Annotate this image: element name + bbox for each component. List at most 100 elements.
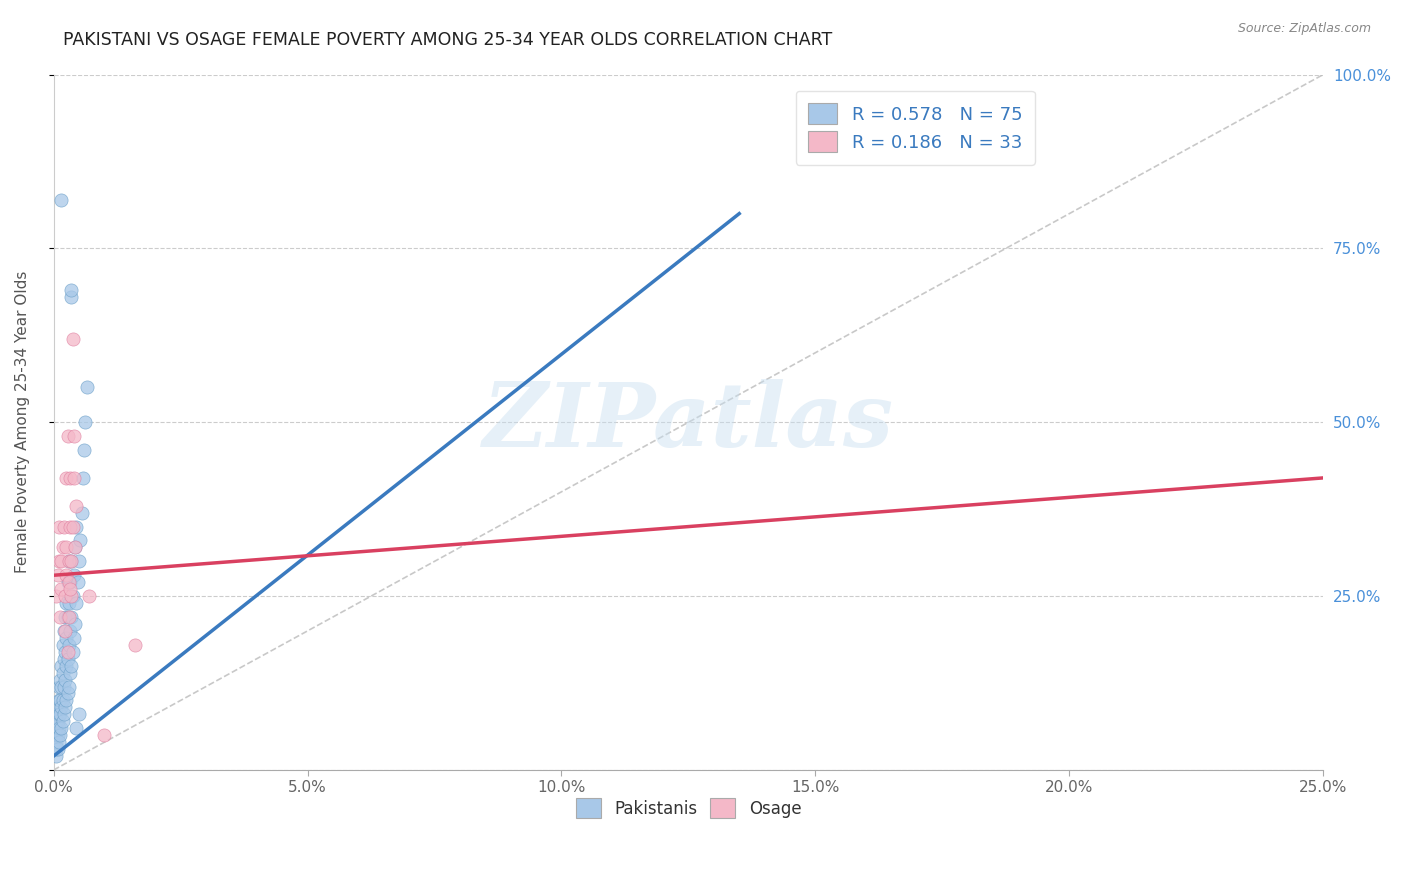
Point: [52, 519, 75, 533]
Point: [60, 283, 83, 297]
Point: [76, 380, 98, 394]
Point: [62, 332, 84, 346]
Point: [56, 645, 79, 659]
Point: [51, 680, 73, 694]
Point: [60, 658, 83, 673]
Point: [46, 714, 69, 729]
Point: [63, 568, 86, 582]
Point: [60, 589, 83, 603]
Point: [52, 541, 75, 555]
Point: [52, 624, 75, 638]
Point: [60, 290, 83, 304]
Point: [51, 554, 73, 568]
Point: [63, 471, 86, 485]
Point: [77, 589, 100, 603]
Point: [55, 658, 77, 673]
Point: [48, 728, 70, 742]
Point: [58, 554, 80, 568]
Y-axis label: Female Poverty Among 25-34 Year Olds: Female Poverty Among 25-34 Year Olds: [15, 271, 30, 574]
Point: [48, 721, 70, 735]
Point: [58, 575, 80, 590]
Point: [93, 728, 115, 742]
Point: [53, 673, 76, 687]
Point: [58, 596, 80, 610]
Point: [52, 707, 75, 722]
Point: [73, 443, 96, 458]
Point: [46, 728, 69, 742]
Point: [65, 499, 87, 513]
Point: [45, 714, 67, 729]
Point: [63, 616, 86, 631]
Point: [45, 742, 67, 756]
Point: [56, 651, 79, 665]
Point: [58, 638, 80, 652]
Point: [48, 693, 70, 707]
Point: [53, 610, 76, 624]
Point: [58, 610, 80, 624]
Point: [62, 645, 84, 659]
Point: [52, 638, 75, 652]
Point: [46, 742, 69, 756]
Point: [67, 707, 90, 722]
Point: [52, 693, 75, 707]
Point: [65, 519, 87, 533]
Legend: Pakistanis, Osage: Pakistanis, Osage: [569, 792, 808, 824]
Point: [51, 700, 73, 714]
Point: [59, 471, 82, 485]
Point: [48, 673, 70, 687]
Point: [60, 554, 83, 568]
Point: [63, 631, 86, 645]
Point: [59, 575, 82, 590]
Point: [51, 193, 73, 207]
Point: [55, 568, 77, 582]
Point: [46, 568, 69, 582]
Point: [59, 582, 82, 597]
Point: [55, 541, 77, 555]
Point: [56, 429, 79, 443]
Point: [45, 728, 67, 742]
Point: [45, 700, 67, 714]
Point: [69, 533, 91, 548]
Point: [65, 721, 87, 735]
Point: [52, 680, 75, 694]
Point: [55, 471, 77, 485]
Point: [51, 658, 73, 673]
Point: [63, 429, 86, 443]
Point: [58, 680, 80, 694]
Point: [56, 686, 79, 700]
Point: [53, 589, 76, 603]
Point: [48, 554, 70, 568]
Point: [59, 665, 82, 680]
Point: [45, 721, 67, 735]
Point: [60, 610, 83, 624]
Point: [55, 693, 77, 707]
Point: [67, 554, 90, 568]
Text: Source: ZipAtlas.com: Source: ZipAtlas.com: [1237, 22, 1371, 36]
Point: [51, 582, 73, 597]
Point: [48, 610, 70, 624]
Point: [45, 589, 67, 603]
Point: [59, 519, 82, 533]
Point: [56, 610, 79, 624]
Point: [48, 735, 70, 749]
Text: PAKISTANI VS OSAGE FEMALE POVERTY AMONG 25-34 YEAR OLDS CORRELATION CHART: PAKISTANI VS OSAGE FEMALE POVERTY AMONG …: [63, 31, 832, 49]
Point: [66, 575, 89, 590]
Point: [63, 541, 86, 555]
Point: [45, 707, 67, 722]
Point: [48, 693, 70, 707]
Point: [65, 596, 87, 610]
Point: [70, 506, 93, 520]
Point: [53, 645, 76, 659]
Point: [63, 541, 86, 555]
Point: [53, 624, 76, 638]
Point: [52, 651, 75, 665]
Point: [124, 638, 146, 652]
Point: [60, 554, 83, 568]
Point: [48, 707, 70, 722]
Point: [55, 596, 77, 610]
Text: ZIPatlas: ZIPatlas: [482, 379, 894, 466]
Point: [48, 707, 70, 722]
Point: [55, 631, 77, 645]
Point: [45, 749, 67, 764]
Point: [58, 554, 80, 568]
